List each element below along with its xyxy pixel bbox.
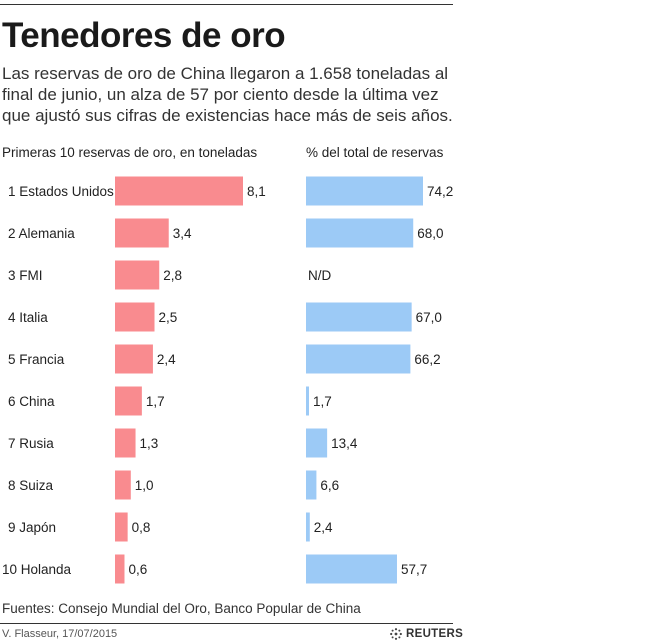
percent-value-label: N/D (308, 268, 332, 283)
tonnes-value-label: 1,3 (140, 436, 159, 451)
percent-bar (306, 512, 310, 542)
tonnes-bar (115, 260, 160, 290)
tonnes-bar (115, 176, 243, 206)
category-label: 10 Holanda (2, 562, 72, 577)
tonnes-bar (115, 512, 128, 542)
chart-subtitle: Las reservas de oro de China llegaron a … (2, 64, 453, 125)
percent-bar (306, 386, 309, 416)
percent-bar (306, 176, 423, 206)
tonnes-bar (115, 554, 125, 584)
category-label: 2 Alemania (8, 226, 75, 241)
brand-name: REUTERS (406, 628, 464, 640)
tonnes-value-label: 1,0 (135, 478, 154, 493)
tonnes-bar (115, 428, 136, 458)
tonnes-bar (115, 218, 169, 248)
percent-value-label: 67,0 (416, 310, 442, 325)
brand-logo: REUTERS (389, 627, 463, 641)
credit-line: V. Flasseur, 17/07/2015 (2, 628, 118, 640)
percent-bar (306, 344, 411, 374)
category-label: 5 Francia (8, 352, 65, 367)
category-label: 1 Estados Unidos (8, 184, 114, 199)
tonnes-bar (115, 470, 131, 500)
category-label: 6 China (8, 394, 55, 409)
source-note: Fuentes: Consejo Mundial del Oro, Banco … (2, 601, 361, 616)
tonnes-value-label: 2,5 (159, 310, 178, 325)
tonnes-value-label: 8,1 (247, 184, 266, 199)
percent-value-label: 66,2 (414, 352, 440, 367)
bottom-rule (0, 623, 453, 624)
reuters-logo-icon (390, 628, 402, 640)
top-rule (0, 4, 453, 5)
tonnes-bar (115, 302, 155, 332)
tonnes-value-label: 0,6 (128, 562, 147, 577)
percent-value-label: 1,7 (313, 394, 332, 409)
percent-value-label: 2,4 (314, 520, 333, 535)
category-label: 8 Suiza (8, 478, 54, 493)
percent-bar (306, 428, 328, 458)
percent-bar (306, 554, 397, 584)
percent-value-label: 13,4 (331, 436, 358, 451)
right-panel-title: % del total de reservas (306, 145, 444, 160)
percent-value-label: 57,7 (401, 562, 427, 577)
category-label: 7 Rusia (8, 436, 54, 451)
bar-charts: 1 Estados Unidos 8,1 74,2 2 Alemania 3,4 68,0… (2, 176, 453, 584)
tonnes-value-label: 1,7 (146, 394, 165, 409)
tonnes-value-label: 0,8 (132, 520, 151, 535)
category-label: 3 FMI (8, 268, 43, 283)
tonnes-bar (115, 386, 142, 416)
percent-value-label: 68,0 (417, 226, 443, 241)
left-panel-title: Primeras 10 reservas de oro, en tonelada… (2, 145, 258, 160)
tonnes-value-label: 2,8 (163, 268, 182, 283)
percent-value-label: 74,2 (427, 184, 453, 199)
tonnes-value-label: 3,4 (173, 226, 192, 241)
percent-value-label: 6,6 (320, 478, 339, 493)
tonnes-value-label: 2,4 (157, 352, 176, 367)
category-label: 9 Japón (8, 520, 56, 535)
percent-bar (306, 218, 414, 248)
percent-bar (306, 470, 317, 500)
percent-bar (306, 302, 412, 332)
category-label: 4 Italia (8, 310, 48, 325)
chart-title: Tenedores de oro (2, 16, 286, 55)
tonnes-bar (115, 344, 153, 374)
